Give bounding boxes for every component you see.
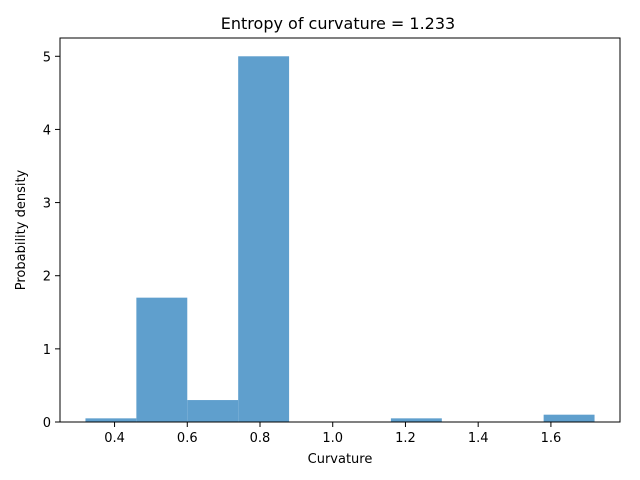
y-tick-label: 0 xyxy=(43,416,51,431)
histogram-bar-3 xyxy=(238,56,290,423)
y-tick-label: 2 xyxy=(43,270,51,285)
histogram-bar-1 xyxy=(136,297,188,422)
y-axis-ticks: 0 1 2 3 4 5 xyxy=(43,50,60,431)
x-tick-label: 1.0 xyxy=(322,431,343,446)
y-tick-label: 5 xyxy=(43,50,51,65)
y-tick-label: 4 xyxy=(43,123,51,138)
x-tick-label: 0.8 xyxy=(250,431,271,446)
histogram-bar-6 xyxy=(390,418,442,422)
y-axis-label: Probability density xyxy=(14,169,29,290)
y-tick-label: 1 xyxy=(43,343,51,358)
x-tick-label: 1.2 xyxy=(395,431,416,446)
x-tick-label: 0.4 xyxy=(104,431,125,446)
histogram-bar-9 xyxy=(543,414,595,422)
histogram-bars xyxy=(85,56,595,423)
x-tick-label: 0.6 xyxy=(177,431,198,446)
histogram-bar-0 xyxy=(85,418,137,422)
chart-title: Entropy of curvature = 1.233 xyxy=(221,14,455,33)
histogram-bar-2 xyxy=(187,400,239,422)
plot-frame xyxy=(59,37,621,423)
x-tick-label: 1.6 xyxy=(541,431,562,446)
x-axis-label: Curvature xyxy=(308,452,373,467)
x-tick-label: 1.4 xyxy=(468,431,489,446)
x-axis-ticks: 0.4 0.6 0.8 1.0 1.2 1.4 1.6 xyxy=(104,422,561,446)
y-tick-label: 3 xyxy=(43,197,51,212)
